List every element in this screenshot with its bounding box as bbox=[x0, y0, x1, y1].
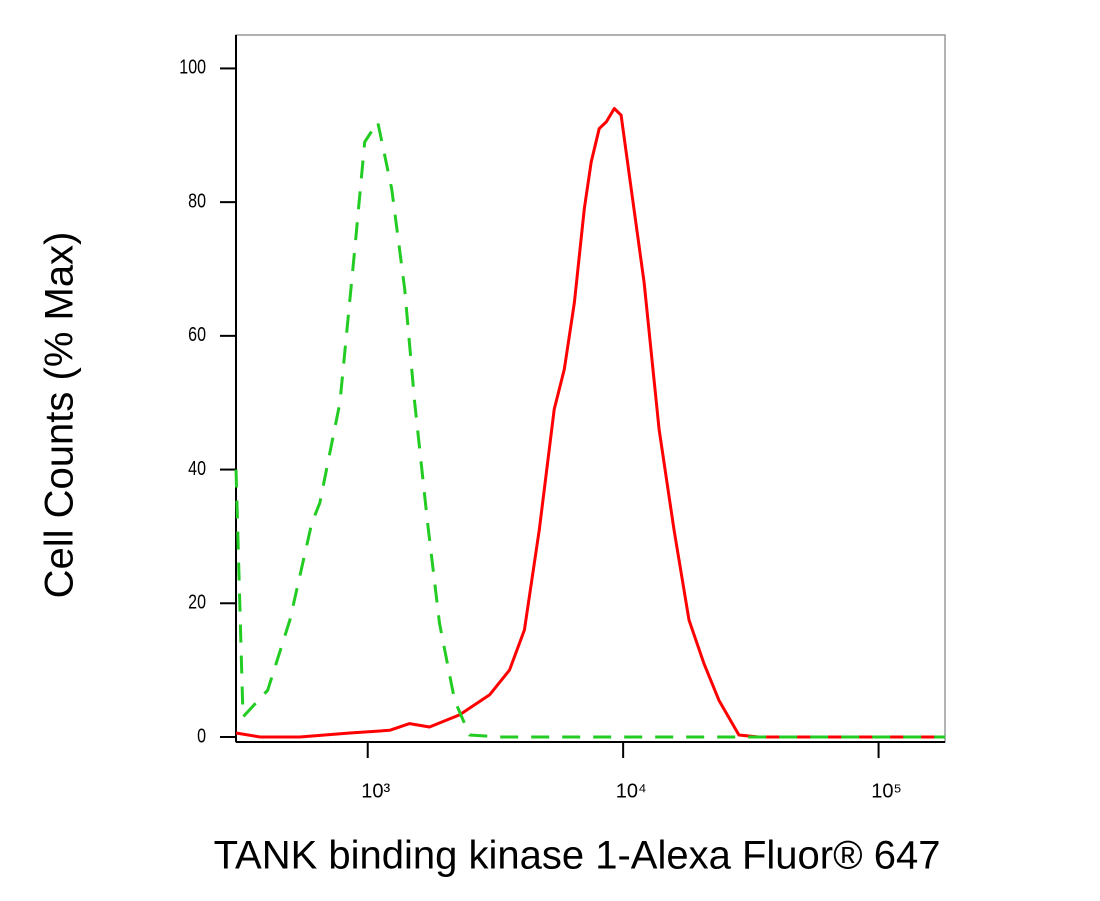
x-tick-label: 10⁵ bbox=[871, 780, 902, 802]
x-tick-label: 10³ bbox=[361, 780, 390, 802]
y-axis-label: Cell Counts (% Max) bbox=[38, 232, 82, 599]
y-tick-label: 100 bbox=[179, 56, 206, 78]
y-tick-label: 60 bbox=[188, 323, 206, 345]
x-axis-label: TANK binding kinase 1-Alexa Fluor® 647 bbox=[214, 834, 941, 878]
series-line bbox=[235, 107, 945, 739]
series-line bbox=[234, 120, 945, 739]
y-tick-label: 0 bbox=[197, 725, 206, 747]
x-tick-label: 10⁴ bbox=[616, 780, 647, 802]
y-tick-label: 40 bbox=[188, 457, 206, 479]
y-tick-label: 20 bbox=[188, 591, 206, 613]
y-tick-label: 80 bbox=[188, 190, 206, 212]
